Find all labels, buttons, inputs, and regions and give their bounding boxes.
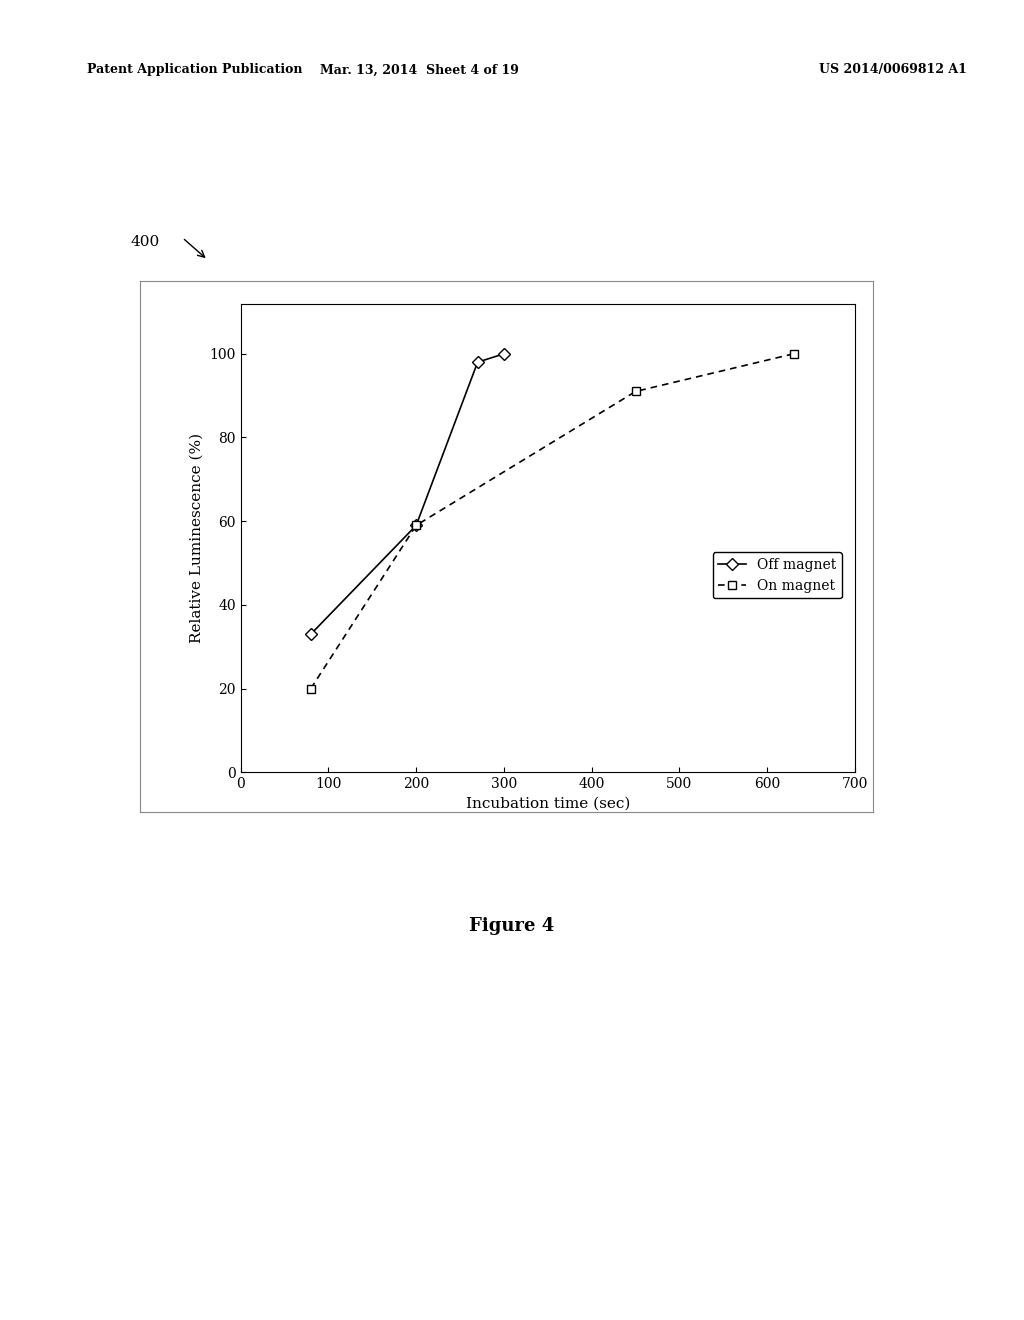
Text: Patent Application Publication: Patent Application Publication [87, 63, 302, 77]
On magnet [630, 384, 642, 400]
Text: Figure 4: Figure 4 [469, 917, 555, 936]
Legend: Off magnet, On magnet: Off magnet, On magnet [713, 552, 842, 598]
On magnet [305, 681, 317, 697]
Line: On magnet: On magnet [307, 350, 798, 693]
Off magnet [305, 626, 317, 642]
Text: 400: 400 [130, 235, 160, 249]
On magnet [410, 517, 422, 533]
Y-axis label: Relative Luminescence (%): Relative Luminescence (%) [189, 433, 204, 643]
Text: Mar. 13, 2014  Sheet 4 of 19: Mar. 13, 2014 Sheet 4 of 19 [321, 63, 519, 77]
Off magnet [471, 354, 483, 370]
Line: Off magnet: Off magnet [307, 350, 508, 639]
On magnet [787, 346, 800, 362]
X-axis label: Incubation time (sec): Incubation time (sec) [466, 796, 630, 810]
Off magnet [410, 517, 422, 533]
Text: US 2014/0069812 A1: US 2014/0069812 A1 [819, 63, 967, 77]
Off magnet [498, 346, 510, 362]
